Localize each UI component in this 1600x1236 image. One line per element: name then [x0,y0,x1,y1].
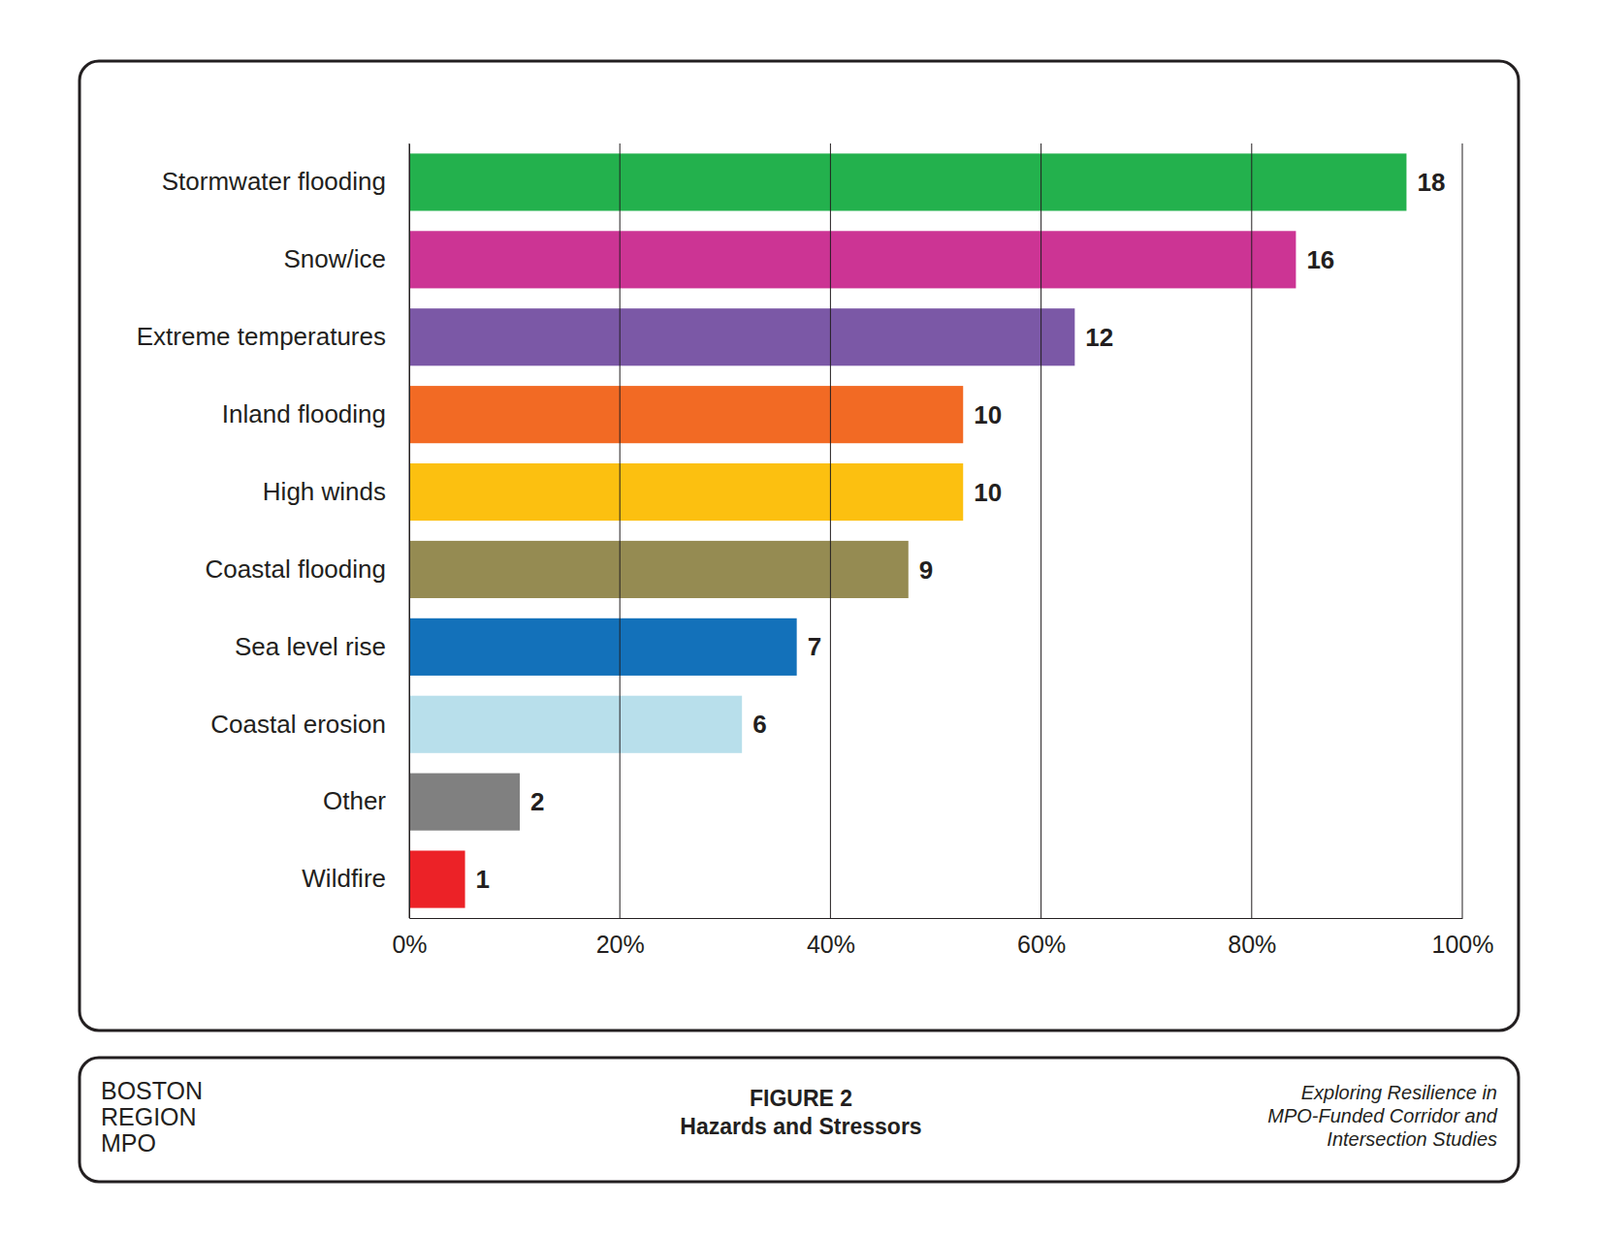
count-label: 10 [973,478,1002,508]
count-label: 6 [752,709,767,739]
figure-label: FIGURE 2 [749,1086,853,1112]
bar [409,153,1407,211]
x-tick-label: 80% [1227,930,1277,959]
count-label: 2 [530,787,544,817]
y-tick: Coastal erosion [210,709,410,739]
y-tick: Inland flooding [222,399,410,429]
y-tick: High winds [262,477,410,507]
footer-frame [79,1057,1519,1183]
grid-line [1462,143,1464,919]
grid-line [619,143,621,919]
category-label: High winds [262,477,386,507]
report-title: MPO-Funded Corridor and [1267,1105,1499,1127]
y-tick: Other [322,786,410,816]
count-labels: 18 16 12 10 10 9 7 6 2 1 [476,167,1446,895]
category-label: Stormwater flooding [161,166,386,196]
report-title: Exploring Resilience in [1301,1082,1498,1104]
bar [409,773,520,832]
count-label: 16 [1306,245,1335,275]
x-axis-line [410,918,1464,920]
organization-label: MPO [100,1129,157,1157]
count-label: 7 [807,632,822,662]
x-tick: 40% [806,918,856,959]
bar [409,618,798,676]
x-tick: 100% [1432,918,1495,959]
category-label: Sea level rise [234,632,386,662]
bar [409,850,466,908]
x-tick: 80% [1227,918,1277,959]
grid-line [409,143,411,919]
category-label: Other [322,786,386,816]
report-title: Intersection Studies [1326,1128,1498,1151]
grid-line [1250,143,1252,919]
count-label: 1 [476,864,490,895]
x-tick-label: 60% [1017,930,1066,959]
bar [409,385,963,444]
category-label: Coastal flooding [205,554,386,584]
y-axis-line [409,144,411,920]
y-tick: Stormwater flooding [161,166,410,196]
category-label: Inland flooding [222,399,386,429]
chart-svg: 0% 20% 40% 60% 80% 100% Stormwater flooding Sno… [0,0,1600,1236]
bar [409,463,963,521]
organization-label: BOSTON [100,1077,203,1105]
x-tick-label: 0% [391,930,427,959]
y-tick: Sea level rise [234,632,410,662]
grid-line [830,143,832,919]
x-tick-label: 100% [1432,930,1495,959]
y-axis: Stormwater flooding Snow/ice Extreme tempe… [136,144,411,920]
x-tick: 60% [1017,918,1066,959]
x-tick-label: 40% [806,930,856,959]
count-label: 18 [1416,167,1445,197]
count-label: 12 [1085,322,1114,352]
count-label: 10 [973,400,1002,430]
x-tick-label: 20% [596,930,645,959]
organization-label: REGION [100,1103,197,1131]
grid [409,143,1463,919]
category-label: Coastal erosion [210,709,386,739]
chart-frame [79,61,1519,1031]
y-tick: Coastal flooding [205,554,410,584]
x-tick: 20% [596,918,645,959]
y-tick: Snow/ice [284,244,411,274]
chart-title: Hazards and Stressors [679,1114,922,1140]
x-tick: 0% [391,918,427,959]
bar [409,696,742,754]
count-label: 9 [919,555,933,585]
category-label: Wildfire [301,864,386,894]
category-label: Snow/ice [284,244,387,274]
bars [409,153,1407,908]
y-tick: Extreme temperatures [136,321,410,352]
footer: BOSTONREGIONMPO FIGURE 2Hazards and Stres… [100,1077,1499,1157]
category-label: Extreme temperatures [136,321,386,352]
bar [409,541,909,599]
x-axis: 0% 20% 40% 60% 80% 100% [391,918,1494,959]
bar [409,308,1075,366]
y-tick: Wildfire [301,864,410,894]
grid-line [1040,143,1042,919]
bar [409,230,1296,288]
